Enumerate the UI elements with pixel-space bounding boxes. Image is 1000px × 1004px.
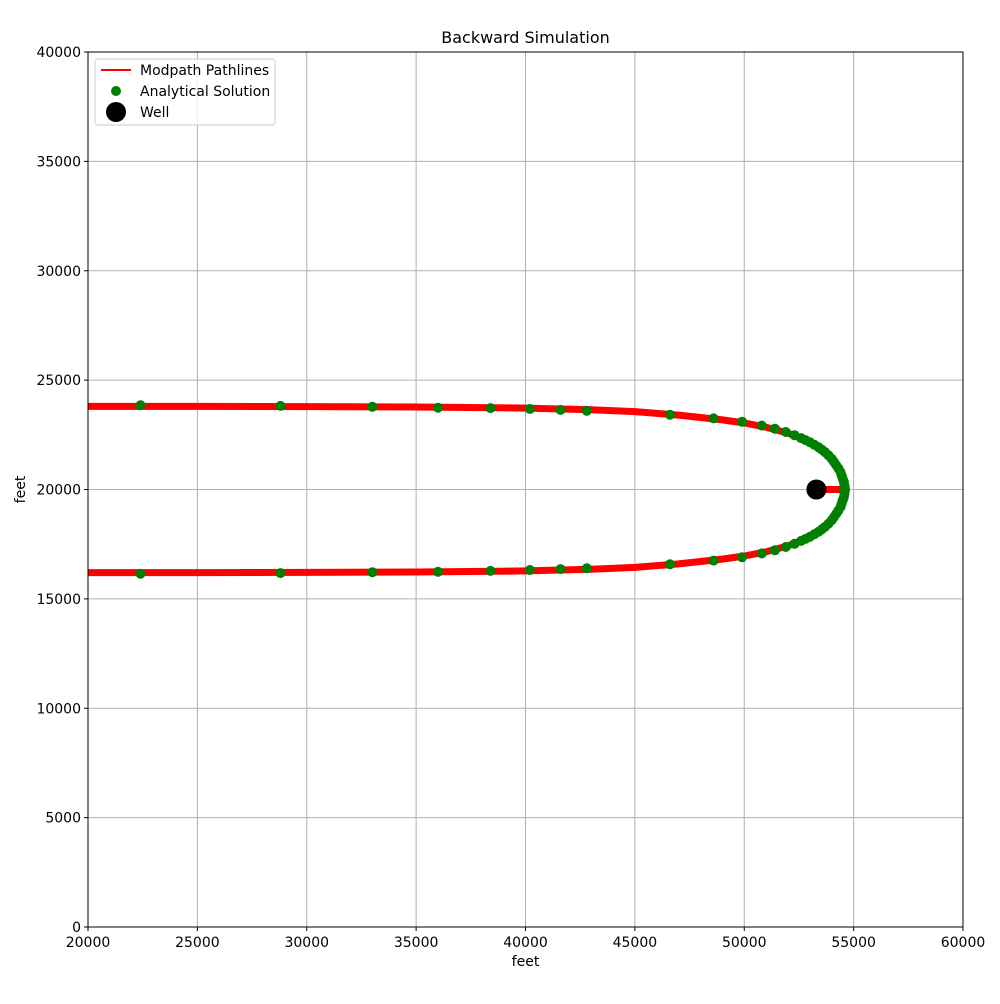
analytical-point: [581, 563, 592, 574]
x-tick-label: 25000: [175, 935, 220, 951]
analytical-point: [780, 542, 791, 552]
y-tick-label: 15000: [36, 592, 81, 608]
x-tick-label: 45000: [613, 935, 658, 951]
analytical-point: [581, 405, 592, 416]
analytical-point: [367, 401, 378, 412]
x-tick-label: 55000: [831, 935, 876, 951]
analytical-point: [664, 559, 675, 570]
analytical-point: [275, 400, 286, 411]
y-axis-label: feet: [13, 475, 29, 503]
analytical-point: [485, 565, 496, 576]
x-tick-label: 60000: [941, 935, 986, 951]
y-tick-label: 20000: [36, 483, 81, 499]
analytical-point: [769, 423, 780, 434]
analytical-point: [789, 538, 800, 549]
x-tick-label: 30000: [284, 935, 329, 951]
chart-title: Backward Simulation: [441, 28, 610, 47]
x-tick-label: 40000: [503, 935, 548, 951]
analytical-point: [708, 413, 719, 424]
y-tick-label: 0: [72, 920, 81, 936]
analytical-point: [485, 403, 496, 414]
analytical-point: [555, 564, 566, 575]
analytical-point: [756, 420, 767, 431]
x-tick-label: 35000: [394, 935, 439, 951]
legend-marker-analytical: [111, 86, 121, 96]
analytical-point: [769, 545, 780, 556]
legend-label-modpath: Modpath Pathlines: [140, 63, 269, 79]
analytical-point: [433, 566, 443, 577]
analytical-point: [555, 404, 566, 415]
analytical-point: [708, 555, 719, 566]
analytical-point: [737, 416, 748, 427]
analytical-point: [367, 567, 378, 578]
legend-label-analytical: Analytical Solution: [140, 84, 270, 100]
analytical-point: [524, 404, 535, 414]
y-tick-label: 35000: [36, 154, 81, 170]
analytical-point: [756, 548, 767, 559]
y-tick-label: 25000: [36, 373, 81, 389]
x-tick-label: 50000: [722, 935, 767, 951]
x-axis-label: feet: [512, 954, 540, 970]
analytical-point: [135, 400, 146, 411]
analytical-point: [664, 409, 675, 420]
legend: Modpath Pathlines Analytical Solution We…: [94, 58, 276, 126]
y-tick-label: 10000: [36, 701, 81, 717]
axis-ticks: 20000 25000 30000 35000 40000 45000 50000 55000…: [36, 45, 985, 951]
x-tick-label: 20000: [66, 935, 111, 951]
analytical-point: [524, 565, 535, 575]
legend-label-well: Well: [140, 105, 169, 121]
analytical-point: [780, 427, 791, 437]
analytical-point: [433, 402, 443, 413]
analytical-point: [275, 568, 286, 579]
well-marker: [806, 479, 827, 500]
legend-box: [94, 58, 276, 126]
analytical-point: [135, 568, 146, 579]
legend-marker-well: [106, 102, 126, 122]
y-tick-label: 5000: [45, 811, 81, 827]
y-tick-label: 40000: [36, 45, 81, 61]
y-tick-label: 30000: [36, 264, 81, 280]
analytical-point: [737, 552, 748, 563]
